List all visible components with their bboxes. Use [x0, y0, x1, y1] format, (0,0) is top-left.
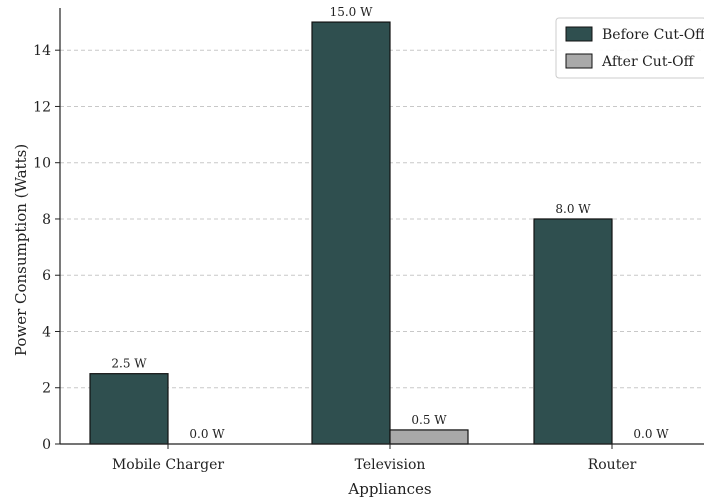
data-label: 0.0 W — [189, 427, 225, 441]
x-axis-title: Appliances — [347, 480, 431, 498]
x-tick-label: Television — [355, 457, 426, 473]
data-labels: 2.5 W 0.0 W 15.0 W 0.5 W 8.0 W 0.0 W — [111, 5, 669, 441]
y-tick-label: 2 — [42, 381, 51, 397]
data-label: 0.0 W — [633, 427, 669, 441]
x-tick-label: Mobile Charger — [112, 457, 224, 473]
bar-before — [533, 218, 613, 445]
y-tick-label: 12 — [33, 99, 51, 115]
y-axis-title: Power Consumption (Watts) — [12, 144, 30, 356]
legend-label: Before Cut-Off — [602, 27, 704, 43]
legend-box — [555, 17, 704, 79]
y-tick-label: 6 — [42, 268, 51, 284]
data-label: 2.5 W — [111, 357, 147, 371]
y-tick-label: 4 — [42, 324, 51, 340]
tick-labels: 0 2 4 6 8 10 12 14 Mobile Charger Television Route… — [33, 43, 636, 473]
data-label: 15.0 W — [330, 5, 374, 19]
y-tick-label: 8 — [42, 212, 51, 228]
x-tick-label: Router — [588, 457, 637, 473]
bars — [89, 21, 613, 445]
data-label: 0.5 W — [411, 413, 447, 427]
bar-before — [311, 21, 391, 445]
bar-before — [89, 373, 169, 445]
bar-after — [389, 429, 469, 445]
y-tick-label: 14 — [33, 43, 51, 59]
y-tick-label: 10 — [33, 156, 51, 172]
data-label: 8.0 W — [555, 202, 591, 216]
axes — [59, 8, 704, 445]
legend: Before Cut-Off After Cut-Off — [555, 17, 704, 79]
legend-swatch — [565, 26, 593, 42]
legend-label: After Cut-Off — [601, 54, 695, 70]
y-tick-label: 0 — [42, 437, 51, 453]
legend-swatch — [565, 53, 593, 69]
